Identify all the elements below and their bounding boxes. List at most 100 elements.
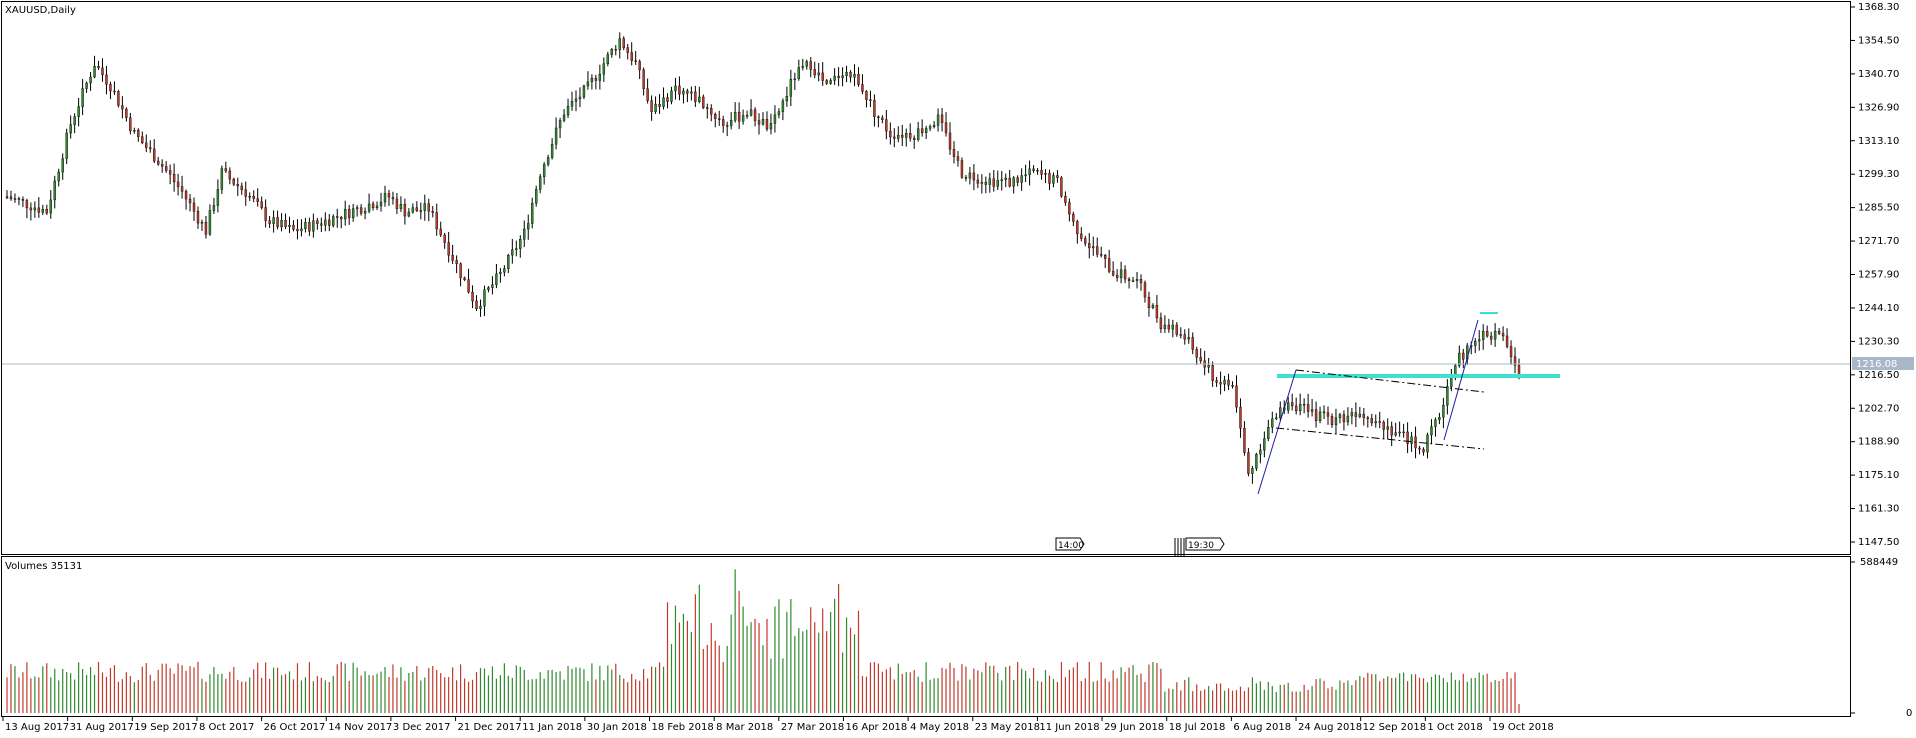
candle-body (845, 71, 848, 76)
candle-body (423, 203, 426, 211)
candle-body (586, 81, 590, 87)
candle-body (5, 196, 9, 198)
candle-body (932, 125, 936, 127)
candle-body (741, 115, 745, 122)
candle-body (208, 210, 212, 235)
candle-body (535, 189, 538, 204)
candle-body (1024, 174, 1027, 177)
candle-body (379, 201, 383, 207)
candle-body (467, 279, 470, 293)
candle-body (928, 126, 932, 129)
candle-body (801, 66, 804, 68)
candle-body (220, 168, 224, 190)
candle-body (710, 108, 713, 115)
candle-body (1179, 334, 1182, 336)
channel-lower-line[interactable] (1275, 427, 1485, 450)
candle-body (1155, 305, 1159, 319)
candles-layer (5, 32, 1521, 484)
candle-body (817, 72, 820, 76)
candle-body (1287, 402, 1290, 411)
candle-body (403, 204, 407, 217)
candle-body (952, 148, 956, 157)
candle-body (821, 72, 824, 81)
candle-body (1485, 331, 1489, 337)
candle-body (988, 178, 991, 185)
date-tick-label: 1 Oct 2018 (1427, 722, 1482, 733)
candle-body (1298, 403, 1302, 412)
candle-body (260, 201, 263, 208)
candle-body (435, 212, 438, 230)
candle-body (1442, 404, 1445, 418)
candle-body (558, 120, 562, 129)
candle-body (296, 229, 299, 232)
candle-body (419, 210, 423, 212)
candle-body (1350, 412, 1354, 417)
candle-body (511, 249, 514, 256)
candle-body (694, 91, 697, 102)
price-tick-label: 1244.10 (1858, 303, 1899, 314)
price-tick-label: 1285.50 (1858, 203, 1899, 214)
price-tick-label: 1326.90 (1858, 102, 1899, 113)
candle-body (813, 69, 816, 76)
candle-body (471, 291, 474, 302)
candle-body (1143, 282, 1147, 298)
candle-body (355, 207, 359, 209)
candle-body (1290, 402, 1294, 407)
candle-body (1016, 177, 1019, 183)
trend-line-up-2[interactable] (1443, 319, 1479, 441)
date-tick-label: 26 Oct 2017 (264, 722, 326, 733)
candle-body (642, 69, 645, 89)
candle-body (85, 82, 88, 89)
candle-body (483, 289, 486, 307)
candle-body (610, 49, 613, 55)
candle-body (363, 210, 367, 214)
candle-body (375, 205, 379, 209)
candle-body (1346, 415, 1350, 423)
candle-body (853, 73, 856, 78)
trend-line-up[interactable] (1257, 369, 1297, 495)
candle-body (968, 172, 972, 179)
candle-body (1314, 409, 1318, 422)
candle-body (1171, 324, 1175, 330)
candle-body (1159, 317, 1163, 329)
candle-body (359, 207, 363, 214)
candle-body (200, 222, 204, 224)
candle-body (1279, 407, 1282, 419)
event-marker-1930[interactable]: 19:30 (1174, 537, 1225, 556)
price-pane[interactable] (1, 1, 1851, 555)
candle-body (753, 109, 757, 121)
candle-body (773, 114, 777, 124)
candle-body (160, 163, 164, 167)
candle-body (491, 284, 494, 288)
candle-body (1235, 385, 1238, 408)
candle-body (1374, 421, 1377, 424)
candle-body (650, 100, 653, 112)
candle-body (1322, 411, 1326, 414)
candle-body (224, 168, 228, 172)
candle-body (451, 255, 454, 261)
candle-body (77, 106, 80, 117)
candle-body (562, 114, 566, 121)
candle-body (121, 105, 124, 110)
current-price-label: 1216.08 (1856, 359, 1897, 370)
date-tick-label: 13 Aug 2017 (5, 722, 69, 733)
candle-body (1418, 447, 1421, 450)
candle-body (690, 91, 693, 94)
candle-body (1036, 170, 1039, 172)
candle-body (606, 54, 610, 65)
candle-body (761, 119, 765, 125)
candle-body (172, 173, 176, 183)
candle-body (674, 85, 677, 92)
candle-body (546, 157, 550, 165)
candle-body (602, 63, 606, 75)
volume-pane[interactable] (1, 556, 1851, 717)
event-marker-1400[interactable]: 14:00 (1055, 537, 1085, 551)
candle-body (459, 263, 462, 279)
candle-body (1422, 448, 1425, 453)
candle-body (630, 52, 633, 61)
candle-body (916, 128, 920, 140)
date-tick-label: 24 Aug 2018 (1298, 722, 1362, 733)
candle-body (340, 217, 343, 220)
candle-body (678, 85, 681, 95)
